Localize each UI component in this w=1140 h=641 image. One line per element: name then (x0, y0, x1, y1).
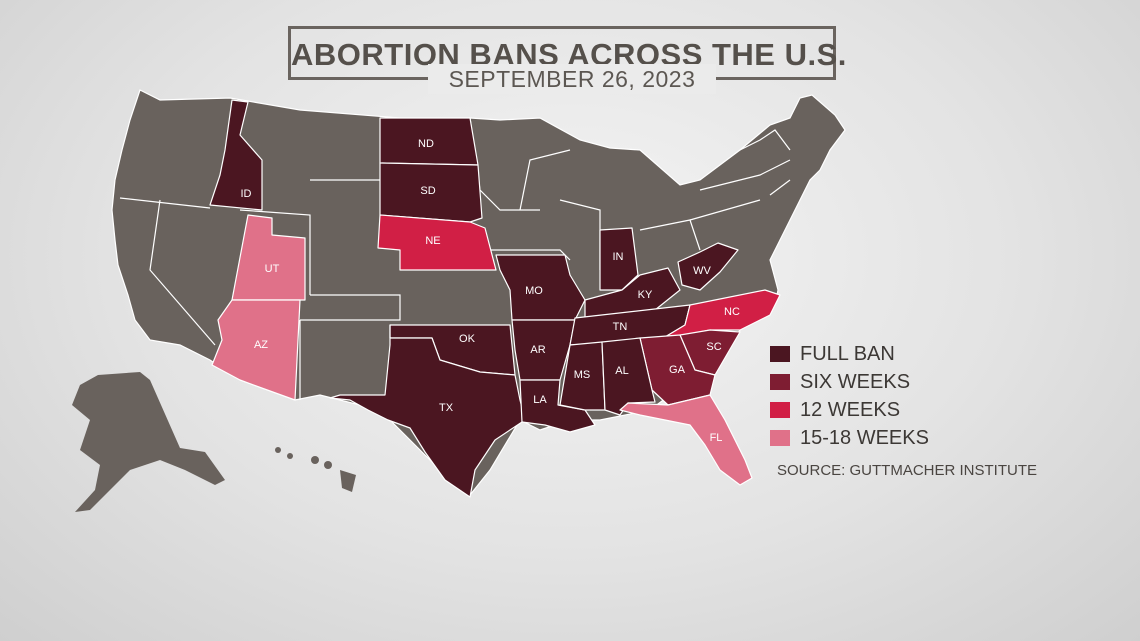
state-az (211, 299, 301, 401)
state-label-nc: NC (724, 306, 740, 318)
state-label-ms: MS (574, 369, 591, 381)
state-label-ky: KY (638, 289, 653, 301)
legend-swatch (770, 402, 790, 418)
state-label-ar: AR (530, 344, 545, 356)
state-label-wv: WV (693, 265, 711, 277)
legend-swatch (770, 374, 790, 390)
state-sd (379, 162, 483, 223)
state-ga (639, 334, 716, 406)
state-label-tn: TN (613, 321, 628, 333)
alaska-shape (72, 372, 225, 512)
state-label-in: IN (613, 251, 624, 263)
legend-label: SIX WEEKS (800, 371, 911, 393)
legend-label: 15-18 WEEKS (800, 427, 929, 449)
map-subtitle: SEPTEMBER 26, 2023 (428, 64, 716, 94)
state-id (209, 99, 263, 211)
state-tx (329, 324, 526, 498)
state-al (601, 337, 656, 416)
state-label-la: LA (533, 394, 547, 406)
state-label-ok: OK (459, 333, 476, 345)
legend-swatch (770, 430, 790, 446)
state-label-ne: NE (425, 235, 440, 247)
state-fl (619, 394, 753, 486)
state-in (599, 227, 639, 291)
hawaii-shape (275, 447, 356, 492)
state-label-tx: TX (439, 402, 454, 414)
state-ne (377, 214, 497, 271)
state-label-ga: GA (669, 364, 686, 376)
state-nc (659, 289, 781, 341)
legend-label: FULL BAN (800, 343, 895, 365)
state-label-sd: SD (420, 185, 435, 197)
state-label-al: AL (615, 365, 628, 377)
state-label-fl: FL (710, 432, 723, 444)
state-label-nd: ND (418, 138, 434, 150)
state-ms (559, 341, 606, 411)
source-credit: SOURCE: GUTTMACHER INSTITUTE (777, 462, 1038, 479)
legend-swatch (770, 346, 790, 362)
state-label-ut: UT (265, 263, 280, 275)
state-wv (677, 242, 739, 291)
state-label-az: AZ (254, 339, 268, 351)
state-label-sc: SC (706, 341, 721, 353)
state-label-mo: MO (525, 285, 543, 297)
state-label-id: ID (241, 188, 252, 200)
legend-label: 12 WEEKS (800, 399, 901, 421)
state-la (519, 379, 596, 433)
